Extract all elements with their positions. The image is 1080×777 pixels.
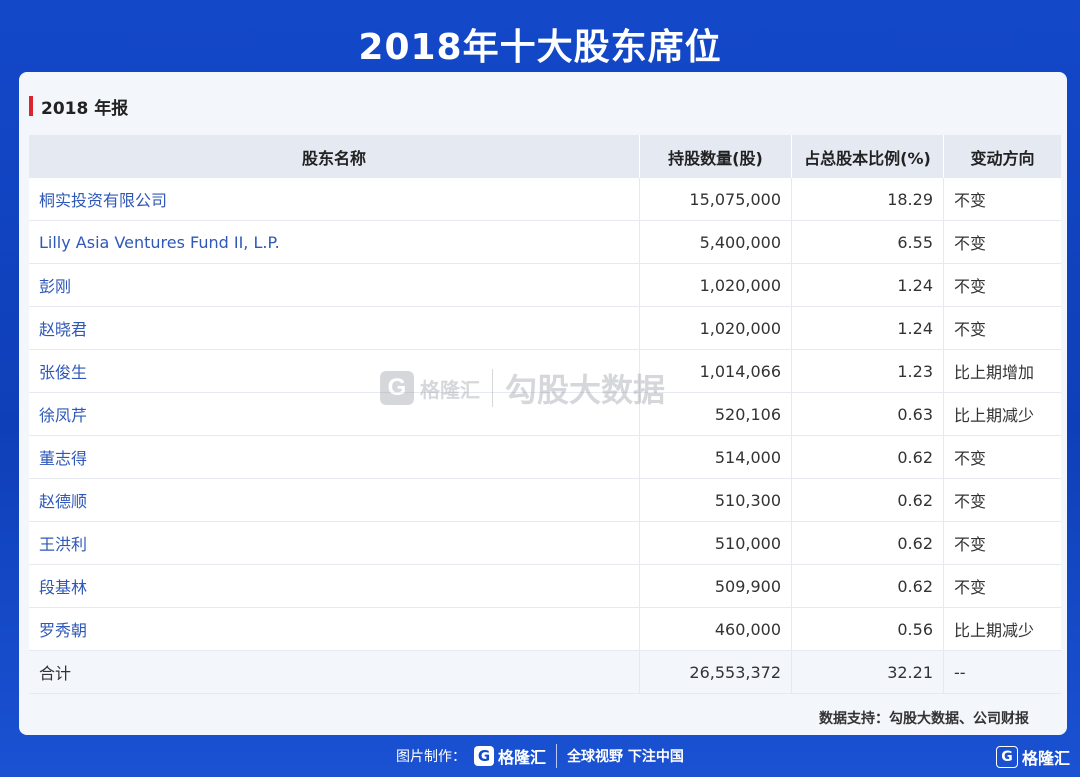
cell-shareholder-name[interactable]: 罗秀朝 xyxy=(29,607,640,651)
cell-shareholder-name[interactable]: Lilly Asia Ventures Fund II, L.P. xyxy=(29,220,640,264)
total-cell-change-direction: -- xyxy=(943,650,1061,694)
cell-shareholder-name[interactable]: 董志得 xyxy=(29,435,640,479)
cell-change-direction: 不变 xyxy=(943,521,1061,565)
footer-slogan: 全球视野 下注中国 xyxy=(567,749,684,765)
table-row: 罗秀朝 460,000 0.56 比上期减少 xyxy=(29,607,1061,651)
section-title: 2018 年报 xyxy=(41,98,129,119)
corner-brand-text: 格隆汇 xyxy=(1021,749,1070,768)
section-header: 2018 年报 xyxy=(29,96,129,119)
cell-share-percentage: 0.62 xyxy=(791,521,944,565)
cell-change-direction: 不变 xyxy=(943,306,1061,350)
table-row: 张俊生 1,014,066 1.23 比上期增加 xyxy=(29,349,1061,393)
cell-share-quantity: 1,020,000 xyxy=(639,263,792,307)
table-total-row: 合计 26,553,372 32.21 -- xyxy=(29,650,1061,694)
cell-change-direction: 不变 xyxy=(943,564,1061,608)
cell-share-percentage: 0.62 xyxy=(791,478,944,522)
cell-change-direction: 不变 xyxy=(943,435,1061,479)
cell-share-quantity: 15,075,000 xyxy=(639,178,792,221)
data-source-note: 数据支持：勾股大数据、公司财报 xyxy=(819,711,1029,727)
header-share-quantity: 持股数量(股) xyxy=(639,135,792,178)
table-row: 徐凤芹 520,106 0.63 比上期减少 xyxy=(29,392,1061,436)
footer-divider xyxy=(556,744,558,768)
cell-change-direction: 不变 xyxy=(943,220,1061,264)
table-header-row: 股东名称 持股数量(股) 占总股本比例(%) 变动方向 xyxy=(29,135,1061,178)
cell-share-quantity: 514,000 xyxy=(639,435,792,479)
cell-share-quantity: 5,400,000 xyxy=(639,220,792,264)
table-row: 桐实投资有限公司 15,075,000 18.29 不变 xyxy=(29,178,1061,221)
cell-share-quantity: 509,900 xyxy=(639,564,792,608)
cell-change-direction: 不变 xyxy=(943,178,1061,221)
table-row: 段基林 509,900 0.62 不变 xyxy=(29,564,1061,608)
cell-share-percentage: 0.56 xyxy=(791,607,944,651)
cell-share-percentage: 0.63 xyxy=(791,392,944,436)
table-row: 王洪利 510,000 0.62 不变 xyxy=(29,521,1061,565)
cell-change-direction: 比上期增加 xyxy=(943,349,1061,393)
cell-shareholder-name[interactable]: 张俊生 xyxy=(29,349,640,393)
table-row: 彭刚 1,020,000 1.24 不变 xyxy=(29,263,1061,307)
footer: 图片制作： G 格隆汇 全球视野 下注中国 xyxy=(0,738,1080,774)
cell-share-percentage: 18.29 xyxy=(791,178,944,221)
footer-brand: 格隆汇 xyxy=(498,748,547,767)
cell-change-direction: 比上期减少 xyxy=(943,607,1061,651)
table-row: 赵德顺 510,300 0.62 不变 xyxy=(29,478,1061,522)
header-shareholder-name: 股东名称 xyxy=(29,135,640,178)
page-title: 2018年十大股东席位 xyxy=(358,27,722,68)
content-card: 2018 年报 股东名称 持股数量(股) 占总股本比例(%) 变动方向 桐实投资… xyxy=(19,72,1067,735)
cell-share-percentage: 6.55 xyxy=(791,220,944,264)
cell-share-percentage: 0.62 xyxy=(791,564,944,608)
cell-change-direction: 不变 xyxy=(943,263,1061,307)
cell-shareholder-name[interactable]: 赵晓君 xyxy=(29,306,640,350)
cell-share-percentage: 1.24 xyxy=(791,263,944,307)
table-row: 董志得 514,000 0.62 不变 xyxy=(29,435,1061,479)
shareholders-table: 股东名称 持股数量(股) 占总股本比例(%) 变动方向 桐实投资有限公司 15,0… xyxy=(29,135,1061,694)
section-accent-bar xyxy=(29,96,33,116)
cell-change-direction: 比上期减少 xyxy=(943,392,1061,436)
corner-logo-icon: G xyxy=(995,746,1018,768)
total-cell-shareholder-name: 合计 xyxy=(29,650,640,694)
cell-share-percentage: 1.24 xyxy=(791,306,944,350)
table-row: 赵晓君 1,020,000 1.24 不变 xyxy=(29,306,1061,350)
table-row: Lilly Asia Ventures Fund II, L.P. 5,400,0… xyxy=(29,220,1061,264)
footer-prefix: 图片制作： xyxy=(396,749,467,765)
cell-share-percentage: 1.23 xyxy=(791,349,944,393)
cell-shareholder-name[interactable]: 徐凤芹 xyxy=(29,392,640,436)
cell-change-direction: 不变 xyxy=(943,478,1061,522)
header-change-direction: 变动方向 xyxy=(943,135,1061,178)
footer-logo-icon: G xyxy=(474,746,495,766)
cell-shareholder-name[interactable]: 赵德顺 xyxy=(29,478,640,522)
cell-shareholder-name[interactable]: 桐实投资有限公司 xyxy=(29,178,640,221)
cell-share-quantity: 510,300 xyxy=(639,478,792,522)
cell-share-quantity: 1,014,066 xyxy=(639,349,792,393)
cell-share-quantity: 520,106 xyxy=(639,392,792,436)
cell-share-percentage: 0.62 xyxy=(791,435,944,479)
total-cell-share-quantity: 26,553,372 xyxy=(639,650,792,694)
cell-share-quantity: 1,020,000 xyxy=(639,306,792,350)
cell-shareholder-name[interactable]: 段基林 xyxy=(29,564,640,608)
cell-shareholder-name[interactable]: 王洪利 xyxy=(29,521,640,565)
cell-shareholder-name[interactable]: 彭刚 xyxy=(29,263,640,307)
cell-share-quantity: 460,000 xyxy=(639,607,792,651)
cell-share-quantity: 510,000 xyxy=(639,521,792,565)
corner-brand: G 格隆汇 xyxy=(995,745,1070,769)
total-cell-share-percentage: 32.21 xyxy=(791,650,944,694)
header-share-percentage: 占总股本比例(%) xyxy=(791,135,944,178)
